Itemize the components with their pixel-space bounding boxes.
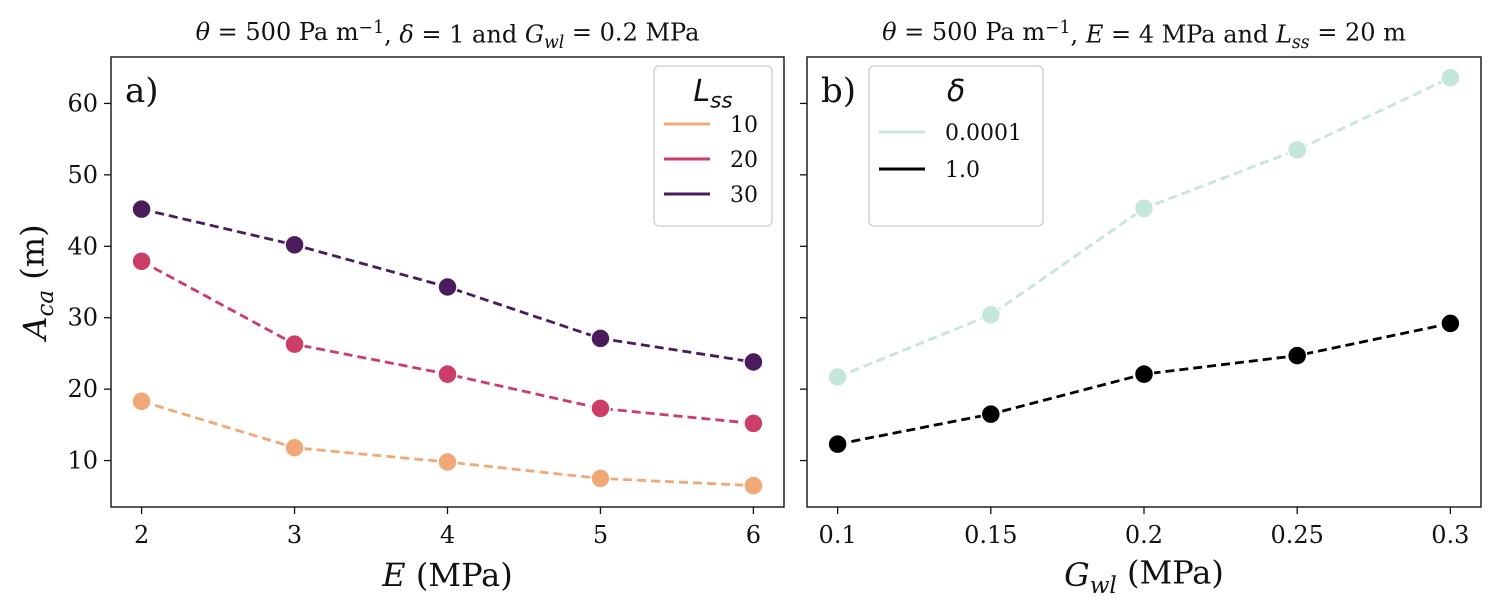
legend-label: 20 bbox=[730, 148, 758, 173]
data-point bbox=[437, 451, 458, 473]
legend-item: 0.0001 bbox=[879, 121, 1022, 146]
panel-b: 0.1 0.15 0.2 0.25 0.3 θ = 500 Pa m−1, E = 4 M… bbox=[800, 18, 1482, 599]
legend-item: 30 bbox=[664, 183, 758, 208]
legend-item: 10 bbox=[664, 113, 758, 138]
legend-item: 1.0 bbox=[879, 158, 980, 183]
data-point bbox=[590, 328, 611, 349]
x-tick-label: 0.3 bbox=[1431, 521, 1469, 549]
data-point bbox=[437, 276, 458, 298]
y-tick-label: 50 bbox=[67, 161, 98, 189]
panel-label: b) bbox=[821, 71, 856, 111]
data-point bbox=[437, 363, 458, 385]
data-point bbox=[743, 475, 764, 496]
legend-label: 0.0001 bbox=[945, 121, 1022, 146]
y-axis-label: Aca (m) bbox=[13, 224, 59, 342]
data-point bbox=[1133, 363, 1155, 385]
legend-frame bbox=[868, 65, 1044, 227]
data-point bbox=[590, 468, 611, 489]
series-20 bbox=[131, 251, 764, 434]
x-tick-label: 2 bbox=[134, 521, 149, 549]
data-point bbox=[131, 251, 152, 272]
data-point bbox=[284, 234, 305, 256]
x-tick-label: 0.1 bbox=[819, 521, 857, 549]
data-point bbox=[980, 403, 1002, 425]
y-tick-label: 30 bbox=[67, 304, 98, 332]
panel-a: 2 3 4 5 6 10 20 30 40 50 60 θ = 500 Pa m−1, δ = 1 a… bbox=[13, 18, 785, 594]
x-tick-label: 0.15 bbox=[964, 521, 1017, 549]
y-tick-label: 40 bbox=[67, 232, 98, 260]
data-point bbox=[980, 304, 1002, 326]
chart-title: θ = 500 Pa m−1, E = 4 MPa and Lss = 20 m bbox=[882, 18, 1406, 53]
legend-title: Lss bbox=[693, 74, 732, 113]
series-30 bbox=[131, 198, 764, 373]
legend-item: 20 bbox=[664, 148, 758, 173]
data-point bbox=[1286, 139, 1308, 161]
series-0.0001 bbox=[827, 67, 1461, 388]
data-point bbox=[131, 391, 152, 412]
x-tick-label: 0.2 bbox=[1125, 521, 1163, 549]
x-tick-label: 5 bbox=[593, 521, 608, 549]
data-point bbox=[1440, 313, 1461, 334]
data-point bbox=[590, 398, 611, 419]
y-tick-label: 10 bbox=[67, 447, 98, 475]
y-tick-label: 60 bbox=[67, 89, 98, 117]
legend-label: 10 bbox=[730, 113, 758, 138]
x-tick-label: 6 bbox=[746, 521, 761, 549]
data-point bbox=[743, 351, 764, 373]
data-point bbox=[1286, 345, 1308, 366]
series-10 bbox=[131, 391, 764, 496]
data-point bbox=[1133, 198, 1155, 219]
chart-title: θ = 500 Pa m−1, δ = 1 and Gwl = 0.2 MPa bbox=[196, 18, 700, 53]
data-point bbox=[1440, 67, 1461, 88]
series-1.0 bbox=[827, 313, 1461, 455]
data-point bbox=[827, 366, 848, 388]
x-tick-label: 3 bbox=[287, 521, 302, 549]
y-tick-label: 20 bbox=[67, 375, 98, 403]
x-tick-label: 4 bbox=[440, 521, 455, 549]
x-axis-label: Gwl (MPa) bbox=[1064, 553, 1224, 599]
x-tick-label: 0.25 bbox=[1270, 521, 1323, 549]
legend-label: 30 bbox=[730, 183, 758, 208]
panel-label: a) bbox=[125, 71, 159, 111]
data-point bbox=[743, 413, 764, 434]
data-point bbox=[284, 333, 305, 355]
data-point bbox=[827, 433, 848, 455]
legend-title: δ bbox=[947, 74, 965, 109]
legend-frame bbox=[653, 65, 773, 227]
x-axis-label: E (MPa) bbox=[381, 556, 512, 594]
legend: δ 0.0001 1.0 bbox=[868, 65, 1044, 227]
data-point bbox=[131, 198, 152, 220]
legend-label: 1.0 bbox=[945, 158, 980, 183]
data-point bbox=[284, 437, 305, 458]
